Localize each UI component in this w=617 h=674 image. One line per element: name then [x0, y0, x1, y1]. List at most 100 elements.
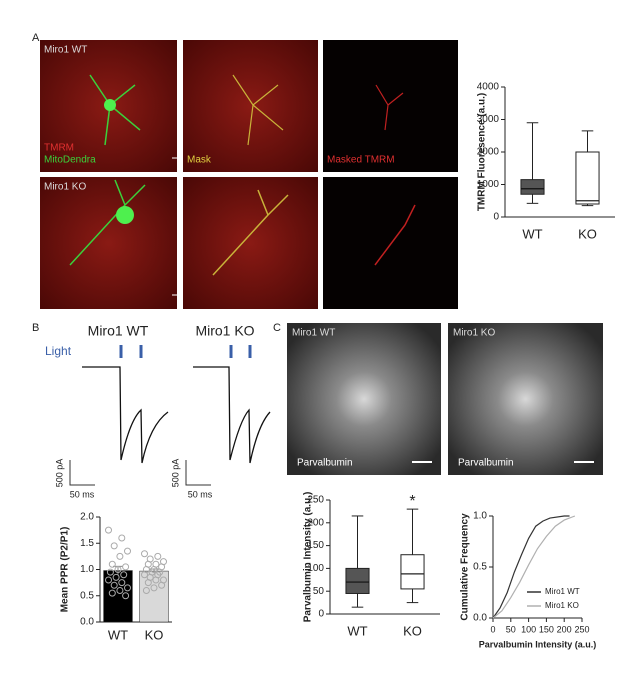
x-axis-label: Parvalbumin Intensity (a.u.) — [479, 639, 597, 649]
data-point — [108, 589, 116, 597]
y-axis-label: Mean PPR (P2/P1) — [60, 527, 71, 613]
channel-label: Mask — [187, 155, 212, 166]
image — [323, 40, 458, 172]
image-label: Miro1 WT — [292, 328, 335, 339]
y-axis-label: Parvalbumin Intensity (a.u.) — [303, 492, 314, 623]
y-tick-label: 2000 — [477, 147, 500, 158]
x-tick-label: KO — [403, 623, 422, 638]
y-tick-label: 0 — [318, 609, 324, 620]
data-point — [141, 550, 148, 558]
x-tick-label: WT — [347, 623, 367, 638]
data-point — [106, 568, 114, 576]
trace — [82, 366, 169, 464]
data-point — [110, 581, 118, 589]
x-tick-label: 50 — [506, 624, 516, 634]
y-tick-label: 0.5 — [80, 590, 94, 601]
channel-label: MitoDendra — [44, 155, 96, 166]
box — [520, 179, 545, 195]
image-label: Miro1 KO — [44, 182, 86, 193]
data-point — [118, 579, 126, 587]
data-point — [141, 571, 148, 579]
image-label: Miro1 KO — [453, 328, 495, 339]
light-pulses — [119, 345, 252, 358]
image — [448, 323, 603, 475]
x-tick-label: 150 — [539, 624, 554, 634]
scale-label: 50 ms — [70, 489, 95, 499]
stain-label: Parvalbumin — [297, 458, 353, 469]
data-point — [150, 584, 158, 592]
data-point — [108, 560, 116, 568]
cell — [212, 189, 289, 276]
data-point — [142, 587, 150, 594]
panel-a-images — [40, 40, 458, 309]
image — [40, 177, 177, 309]
cell — [232, 74, 284, 146]
trace-title: Miro1 KO — [195, 323, 254, 339]
image — [287, 323, 441, 475]
stain-label: Parvalbumin — [458, 458, 514, 469]
y-tick-label: 4000 — [477, 82, 500, 93]
scale-label: 500 pA — [170, 459, 180, 488]
y-tick-label: 3000 — [477, 114, 500, 125]
data-point — [105, 526, 112, 534]
x-tick-label: KO — [145, 627, 164, 642]
stimulus-label: Light — [45, 344, 72, 358]
cell — [104, 99, 116, 111]
data-point — [112, 573, 120, 581]
channel-label: TMRM — [44, 143, 74, 154]
y-tick-label: 0.0 — [80, 617, 94, 628]
data-point — [124, 547, 131, 555]
x-tick-label: WT — [108, 627, 128, 642]
y-tick-label: 0 — [493, 212, 499, 223]
annotation: * — [409, 493, 415, 510]
data-point — [114, 566, 122, 573]
x-tick-label: KO — [578, 226, 597, 241]
data-point — [116, 552, 124, 560]
scale-bar — [185, 460, 211, 486]
panel-label: B — [32, 322, 39, 334]
y-tick-label: 1.0 — [473, 511, 487, 522]
image — [183, 177, 318, 309]
trace — [193, 366, 271, 464]
data-point — [110, 542, 118, 550]
image — [183, 40, 318, 172]
y-tick-label: 0.5 — [473, 562, 487, 573]
x-tick-label: 100 — [521, 624, 536, 634]
legend-label: Miro1 KO — [545, 601, 579, 610]
x-tick-label: WT — [522, 226, 542, 241]
cell — [69, 179, 146, 266]
scale-bar — [69, 460, 95, 486]
cell — [375, 84, 404, 131]
x-tick-label: 0 — [490, 624, 495, 634]
line — [492, 515, 576, 619]
data-point — [154, 552, 162, 560]
data-point — [152, 576, 160, 584]
box — [400, 554, 425, 590]
bar — [139, 570, 169, 623]
x-tick-label: 250 — [574, 624, 589, 634]
box — [575, 151, 600, 205]
data-point — [122, 563, 130, 571]
cell — [374, 204, 416, 266]
y-tick-label: 150 — [307, 540, 324, 551]
data-point — [120, 571, 128, 579]
image-label: Miro1 WT — [44, 45, 87, 56]
y-tick-label: 200 — [307, 517, 324, 528]
scale-label: 500 pA — [54, 459, 64, 488]
y-tick-label: 250 — [307, 495, 324, 506]
panel-label: A — [32, 32, 40, 44]
y-tick-label: 0.0 — [473, 613, 487, 624]
data-point — [118, 534, 126, 542]
data-point — [116, 587, 124, 594]
y-tick-label: 1000 — [477, 179, 500, 190]
y-tick-label: 1.5 — [80, 538, 94, 549]
data-point — [144, 579, 152, 587]
cell — [89, 74, 141, 146]
data-point — [124, 584, 131, 592]
y-axis-label: TMRM Fluoresence (a.u.) — [477, 93, 488, 211]
cell — [116, 206, 134, 224]
legend-label: Miro1 WT — [545, 587, 580, 596]
scale-label: 50 ms — [188, 489, 213, 499]
